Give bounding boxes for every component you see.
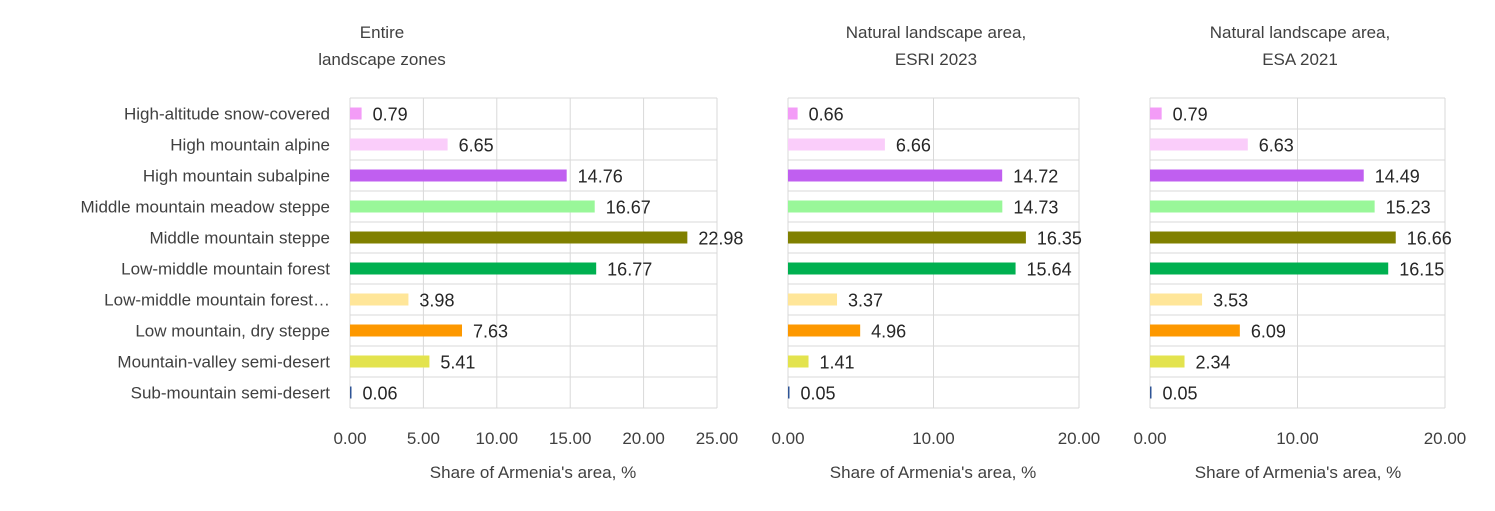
data-label: 0.05 (801, 384, 836, 404)
category-label: Middle mountain steppe (149, 229, 330, 248)
data-label: 22.98 (698, 229, 743, 249)
bar (350, 169, 567, 182)
bar (788, 169, 1003, 182)
bar (1150, 231, 1396, 244)
data-label: 16.77 (607, 260, 652, 280)
category-label: High-altitude snow-covered (124, 105, 330, 124)
panel-title: Natural landscape area, (1210, 23, 1391, 42)
data-label: 14.49 (1375, 167, 1420, 187)
bar (350, 355, 430, 368)
chart-panel-3: Natural landscape area, ESA 2021 0.79 6.63 1… (1133, 23, 1466, 482)
data-label: 0.79 (373, 105, 408, 125)
tick-label: 15.00 (549, 429, 592, 448)
x-axis-label: Share of Armenia's area, % (1195, 463, 1401, 482)
bar (1150, 386, 1152, 399)
data-label: 14.76 (578, 167, 623, 187)
bar (1150, 324, 1240, 337)
category-labels: High-altitude snow-covered High mountain … (81, 105, 331, 403)
bar (350, 107, 362, 120)
category-label: Mountain-valley semi-desert (117, 353, 330, 372)
bar (1150, 138, 1248, 151)
bar (350, 138, 448, 151)
data-label: 15.23 (1386, 198, 1431, 218)
data-label: 3.98 (419, 291, 454, 311)
data-label: 16.66 (1407, 229, 1452, 249)
bar (788, 231, 1026, 244)
data-label: 6.63 (1259, 136, 1294, 156)
bar (1150, 107, 1162, 120)
bar (350, 386, 352, 399)
category-label: High mountain subalpine (143, 167, 330, 186)
data-label: 0.66 (809, 105, 844, 125)
data-label: 0.05 (1163, 384, 1198, 404)
tick-label: 0.00 (1133, 429, 1166, 448)
data-label: 2.34 (1196, 353, 1231, 373)
panel-title: Entire (360, 23, 404, 42)
data-label: 16.67 (606, 198, 651, 218)
chart-panel-2: Natural landscape area, ESRI 2023 0.66 6.66… (771, 23, 1100, 482)
data-label: 5.41 (440, 353, 475, 373)
bar (1150, 355, 1185, 368)
panel-title: ESRI 2023 (895, 50, 977, 69)
panel-title: Natural landscape area, (846, 23, 1027, 42)
bar (788, 324, 861, 337)
bar (1150, 262, 1389, 275)
x-axis-label: Share of Armenia's area, % (430, 463, 636, 482)
data-label: 4.96 (871, 322, 906, 342)
bar (788, 355, 809, 368)
panel-title: ESA 2021 (1262, 50, 1338, 69)
bar (350, 200, 595, 213)
data-label: 0.79 (1173, 105, 1208, 125)
data-label: 14.73 (1013, 198, 1058, 218)
bar (1150, 293, 1203, 306)
bar (788, 262, 1016, 275)
data-label: 6.09 (1251, 322, 1286, 342)
tick-label: 0.00 (333, 429, 366, 448)
bar (1150, 200, 1375, 213)
tick-label: 10.00 (1276, 429, 1319, 448)
data-label: 16.15 (1399, 260, 1444, 280)
tick-label: 20.00 (1424, 429, 1467, 448)
data-label: 15.64 (1027, 260, 1072, 280)
bar (350, 293, 409, 306)
bar (350, 324, 463, 337)
data-label: 3.37 (848, 291, 883, 311)
tick-label: 10.00 (912, 429, 955, 448)
tick-label: 5.00 (407, 429, 440, 448)
tick-label: 10.00 (476, 429, 519, 448)
bar (350, 231, 688, 244)
category-label: Low mountain, dry steppe (135, 322, 330, 341)
data-label: 3.53 (1213, 291, 1248, 311)
x-axis-label: Share of Armenia's area, % (830, 463, 1036, 482)
data-label: 16.35 (1037, 229, 1082, 249)
bar (788, 386, 790, 399)
chart-panel-1: Entire landscape zones 0.79 6.65 14.76 16.67 2… (318, 23, 743, 482)
data-label: 7.63 (473, 322, 508, 342)
data-label: 0.06 (363, 384, 398, 404)
data-label: 1.41 (820, 353, 855, 373)
bar (788, 138, 885, 151)
category-label: Low-middle mountain forest (121, 260, 330, 279)
data-label: 6.65 (459, 136, 494, 156)
bar (350, 262, 597, 275)
category-label: Sub-mountain semi-desert (131, 384, 331, 403)
category-label: Low-middle mountain forest… (104, 291, 330, 310)
tick-label: 25.00 (696, 429, 739, 448)
bar (788, 293, 838, 306)
category-label: Middle mountain meadow steppe (81, 198, 330, 217)
bar (1150, 169, 1364, 182)
bar (788, 200, 1003, 213)
tick-label: 20.00 (1058, 429, 1101, 448)
data-label: 6.66 (896, 136, 931, 156)
tick-label: 0.00 (771, 429, 804, 448)
category-label: High mountain alpine (170, 136, 330, 155)
bar (788, 107, 798, 120)
tick-label: 20.00 (622, 429, 665, 448)
data-label: 14.72 (1013, 167, 1058, 187)
panel-title: landscape zones (318, 50, 446, 69)
